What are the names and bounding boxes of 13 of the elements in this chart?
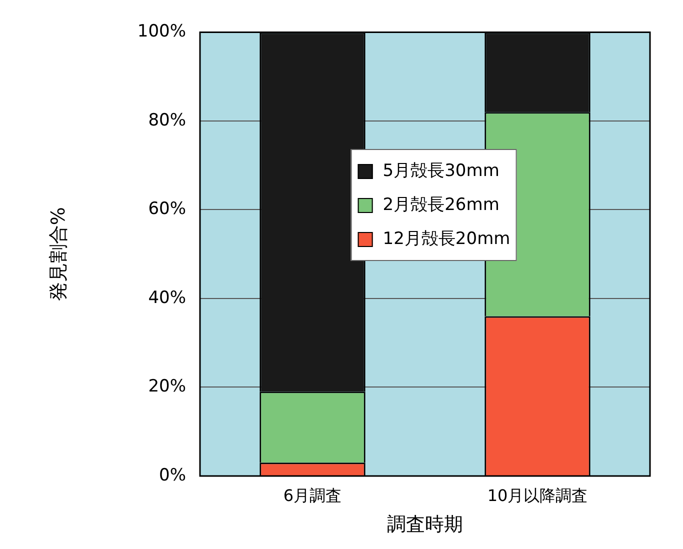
y-tick-label: 60% xyxy=(148,199,186,220)
y-axis-title: 発見割合% xyxy=(47,207,70,302)
x-tick-label: 6月調査 xyxy=(283,486,342,505)
x-axis-title: 調査時期 xyxy=(387,514,463,536)
y-tick-label: 80% xyxy=(148,110,186,130)
y-tick-label: 100% xyxy=(137,22,186,42)
legend-label: 5月殻長30mm xyxy=(382,160,500,184)
y-tick-label: 40% xyxy=(148,288,186,308)
y-tick-label: 20% xyxy=(148,376,186,397)
x-tick-label: 10月以降調査 xyxy=(487,486,588,505)
legend-label: 12月殻長20mm xyxy=(382,228,510,252)
y-tick-label: 0% xyxy=(159,465,186,486)
legend-label: 2月殻長26mm xyxy=(382,194,500,218)
